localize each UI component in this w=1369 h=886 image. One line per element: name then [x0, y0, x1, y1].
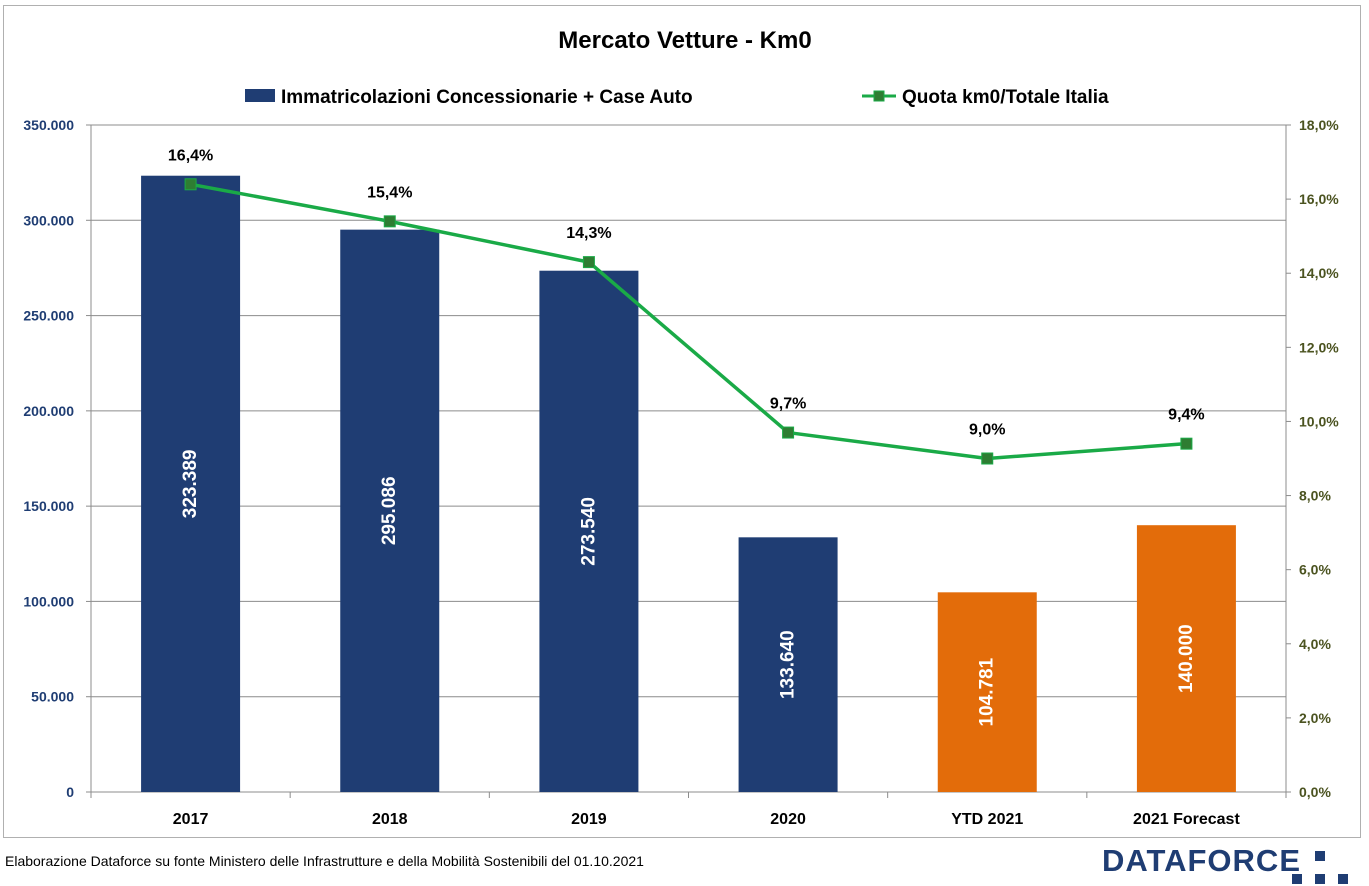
right-axis-tick-label: 16,0% [1299, 191, 1339, 207]
x-axis-tick-label: 2021 Forecast [1133, 811, 1240, 828]
logo-square-4 [1315, 851, 1325, 861]
bar [937, 592, 1037, 792]
bar [539, 270, 639, 792]
axes: 0 50.000 100.000 150.000 200.000 250.000 300.0… [23, 117, 1339, 828]
logo-square-2 [1315, 874, 1325, 884]
right-axis-tick-label: 8,0% [1299, 488, 1331, 504]
right-axis-tick-label: 0,0% [1299, 784, 1331, 800]
legend-label-bars: Immatricolazioni Concessionarie + Case A… [281, 87, 693, 108]
bar [340, 229, 440, 792]
bar [141, 175, 241, 793]
bar [738, 537, 838, 792]
share-value-label: 9,0% [969, 422, 1005, 439]
bars [141, 175, 1236, 793]
legend-swatch-bars [245, 89, 275, 102]
left-axis-tick-label: 150.000 [23, 498, 74, 514]
share-value-label: 16,4% [168, 147, 213, 164]
share-point [383, 215, 396, 228]
share-line-path [190, 182, 1187, 461]
bar-value-label: 273.540 [578, 497, 599, 566]
share-value-label: 15,4% [367, 184, 412, 201]
share-point [782, 426, 795, 439]
left-axis-tick-label: 250.000 [23, 308, 74, 324]
right-axis-tick-label: 2,0% [1299, 710, 1331, 726]
left-axis-tick-label: 300.000 [23, 212, 74, 228]
share-value-label: 9,7% [770, 396, 806, 413]
x-axis-tick-label: 2019 [571, 811, 607, 828]
share-line [184, 178, 1193, 465]
right-axis-tick-label: 18,0% [1299, 117, 1339, 133]
bar [1136, 525, 1236, 792]
x-axis-tick-label: YTD 2021 [951, 811, 1023, 828]
share-value-label: 14,3% [566, 225, 611, 242]
right-axis-tick-label: 14,0% [1299, 265, 1339, 281]
legend: Immatricolazioni Concessionarie + Case A… [245, 87, 1109, 108]
left-axis-tick-label: 50.000 [31, 689, 74, 705]
bar-value-label: 104.781 [977, 657, 998, 726]
source-note: Elaborazione Dataforce su fonte Minister… [5, 853, 644, 869]
bar-value-label: 133.640 [778, 630, 799, 699]
right-axis-tick-label: 10,0% [1299, 413, 1339, 429]
logo-square-1 [1292, 874, 1302, 884]
gridlines [91, 124, 1286, 698]
data-labels: 323.389 295.086 273.540 133.640 104.781 140.0… [168, 147, 1205, 726]
x-axis-tick-label: 2017 [173, 811, 209, 828]
share-point [184, 178, 197, 191]
right-axis-tick-label: 4,0% [1299, 636, 1331, 652]
logo-wordmark: DATAFORCE [1102, 843, 1301, 878]
bar-value-label: 295.086 [379, 476, 400, 545]
left-axis-tick-label: 200.000 [23, 403, 74, 419]
dataforce-logo: DATAFORCE [1102, 843, 1352, 886]
bar-value-label: 323.389 [180, 450, 201, 519]
right-axis-tick-label: 12,0% [1299, 339, 1339, 355]
logo-square-3 [1338, 874, 1348, 884]
share-point [582, 256, 595, 269]
left-axis-tick-label: 100.000 [23, 593, 74, 609]
share-point [1180, 437, 1193, 450]
left-axis-tick-label: 0 [66, 784, 74, 800]
left-axis-tick-label: 350.000 [23, 117, 74, 133]
bar-value-label: 140.000 [1176, 624, 1197, 693]
share-point [981, 452, 994, 465]
share-value-label: 9,4% [1168, 407, 1204, 424]
chart-title: Mercato Vetture - Km0 [558, 27, 811, 54]
right-axis-tick-label: 6,0% [1299, 562, 1331, 578]
x-axis-tick-label: 2020 [770, 811, 806, 828]
legend-swatch-marker [873, 90, 885, 102]
x-axis-tick-label: 2018 [372, 811, 408, 828]
legend-label-line: Quota km0/Totale Italia [902, 87, 1109, 108]
